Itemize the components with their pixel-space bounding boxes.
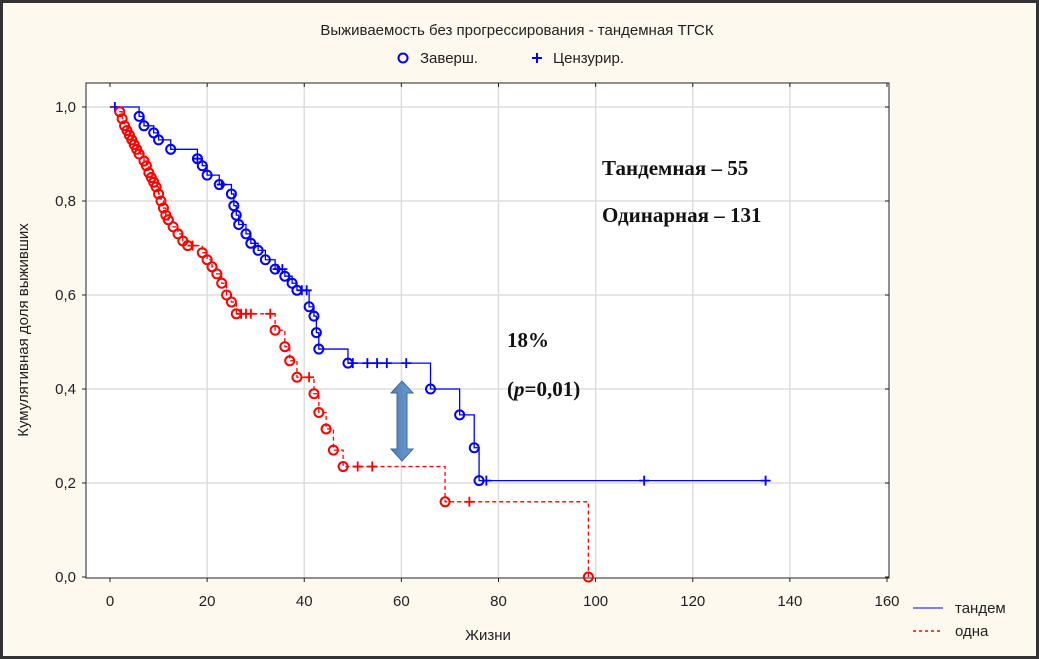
censor-marker: [760, 475, 771, 486]
event-marker: [582, 571, 594, 583]
chart-title: Выживаемость без прогрессирования - танд…: [320, 22, 714, 39]
censor-marker: [367, 461, 378, 472]
event-marker: [454, 409, 466, 421]
censor-marker: [277, 264, 288, 275]
censor-marker: [216, 179, 227, 190]
annotation-difference: 18%: [507, 328, 549, 352]
x-tick-label: 120: [680, 593, 705, 610]
y-tick-label: 0,2: [55, 475, 76, 492]
censor-marker: [245, 308, 256, 319]
event-marker: [468, 442, 480, 454]
x-tick-label: 140: [777, 593, 802, 610]
event-marker: [211, 268, 223, 280]
event-marker: [165, 143, 177, 155]
event-marker: [150, 181, 162, 193]
double-arrow-icon: [389, 380, 415, 462]
annotation-tandem-count: Тандемная – 55: [602, 156, 748, 180]
censor-marker: [192, 153, 203, 164]
censor-marker: [381, 358, 392, 369]
plot-area: [85, 82, 890, 579]
censor-marker: [401, 358, 412, 369]
censor-marker: [352, 461, 363, 472]
legend-event-label: Заверш.: [420, 50, 478, 67]
event-marker: [116, 113, 128, 125]
censor-marker: [464, 496, 475, 507]
event-marker: [140, 160, 152, 172]
series-одна: [110, 106, 594, 583]
event-marker: [225, 188, 237, 200]
legend-single-label: одна: [955, 623, 989, 640]
event-marker: [259, 254, 271, 266]
event-marker: [320, 423, 332, 435]
legend-tandem-label: тандем: [955, 600, 1006, 617]
censor-marker: [301, 285, 312, 296]
y-tick-label: 0,4: [55, 381, 76, 398]
event-marker: [284, 355, 296, 367]
censor-marker: [362, 358, 373, 369]
event-marker: [310, 327, 322, 339]
event-marker: [201, 169, 213, 181]
legend-censor-marker-icon: [532, 53, 542, 63]
event-marker: [138, 120, 150, 132]
event-marker: [269, 324, 281, 336]
event-marker: [337, 461, 349, 473]
event-marker: [153, 134, 165, 146]
event-marker: [155, 195, 167, 207]
event-marker: [240, 228, 252, 240]
series-тандем: [109, 102, 771, 487]
censor-marker: [347, 358, 358, 369]
x-tick-label: 20: [199, 593, 216, 610]
censor-marker: [187, 240, 198, 251]
event-marker: [279, 341, 291, 353]
legend-event-marker-icon: [397, 52, 409, 64]
censor-marker: [372, 358, 383, 369]
x-tick-label: 160: [874, 593, 899, 610]
y-tick-label: 0,6: [55, 287, 76, 304]
event-marker: [153, 188, 165, 200]
event-marker: [252, 244, 264, 256]
censor-marker: [639, 475, 650, 486]
x-axis-label: Жизни: [465, 627, 511, 644]
y-axis-label: Кумулятивная доля выживших: [15, 223, 32, 437]
y-tick-label: 0,8: [55, 193, 76, 210]
event-marker: [308, 310, 320, 322]
event-marker: [133, 110, 145, 122]
event-marker: [216, 277, 228, 289]
event-marker: [308, 388, 320, 400]
annotation-single-count: Одинарная – 131: [602, 203, 762, 227]
event-marker: [313, 343, 325, 355]
event-marker: [279, 270, 291, 282]
top-legend: Заверш. Цензурир.: [397, 50, 624, 67]
x-tick-label: 80: [490, 593, 507, 610]
event-marker: [225, 296, 237, 308]
legend-censor-label: Цензурир.: [553, 50, 624, 67]
censor-marker: [265, 308, 276, 319]
event-marker: [196, 160, 208, 172]
event-marker: [425, 383, 437, 395]
event-marker: [439, 496, 451, 508]
annotation-p-value: (p=0,01): [507, 377, 580, 401]
y-tick-label: 1,0: [55, 99, 76, 116]
event-marker: [157, 202, 169, 214]
x-tick-label: 40: [296, 593, 313, 610]
x-tick-label: 0: [106, 593, 114, 610]
event-marker: [291, 371, 303, 383]
event-marker: [245, 237, 257, 249]
event-marker: [313, 407, 325, 418]
censor-marker: [304, 372, 315, 383]
x-tick-label: 100: [583, 593, 608, 610]
event-marker: [327, 444, 339, 456]
x-tick-label: 60: [393, 593, 410, 610]
y-tick-label: 0,0: [55, 569, 76, 586]
event-marker: [303, 301, 315, 313]
event-marker: [114, 106, 126, 118]
bottom-legend: тандем одна: [913, 600, 1006, 640]
event-marker: [233, 219, 245, 230]
censor-marker: [481, 475, 492, 486]
